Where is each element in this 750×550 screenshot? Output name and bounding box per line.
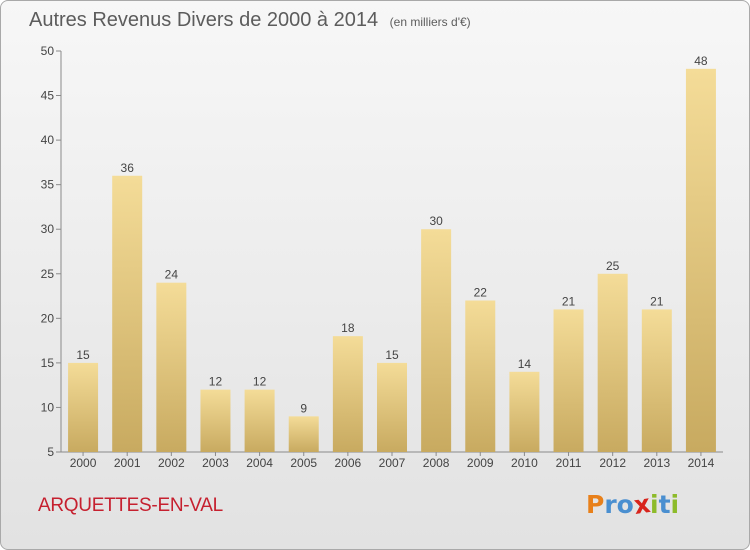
x-tick-label: 2007 [379, 456, 406, 470]
y-tick-label: 45 [41, 89, 55, 103]
x-tick-label: 2009 [467, 456, 494, 470]
y-tick-label: 20 [41, 311, 55, 325]
y-tick-label: 25 [41, 267, 55, 281]
bar-value-label: 9 [300, 401, 307, 415]
bar [377, 362, 407, 452]
logo-letter: i [650, 490, 659, 519]
x-tick-label: 2001 [114, 456, 141, 470]
bar-value-label: 21 [562, 294, 576, 308]
x-tick-label: 2008 [423, 456, 450, 470]
chart-title-text: Autres Revenus Divers de 2000 à 2014 [29, 9, 379, 31]
bar-value-label: 15 [385, 348, 399, 362]
y-tick-label: 50 [41, 44, 55, 58]
bar-value-label: 22 [474, 286, 488, 300]
y-tick-label: 5 [47, 445, 54, 459]
x-tick-label: 2002 [158, 456, 185, 470]
bar-value-label: 12 [209, 375, 223, 389]
bar [68, 362, 99, 452]
bar-value-label: 48 [694, 54, 708, 68]
x-tick-label: 2004 [246, 456, 273, 470]
bar [288, 416, 319, 452]
y-tick-label: 30 [41, 222, 55, 236]
logo-letter: o [616, 490, 634, 519]
bar [597, 273, 628, 452]
chart-subtitle: (en milliers d'€) [389, 15, 471, 29]
bar-value-label: 30 [429, 214, 443, 228]
bar [465, 300, 496, 452]
bar-value-label: 21 [650, 294, 664, 308]
proxiti-logo[interactable]: Proxiti [586, 489, 680, 520]
commune-name: ARQUETTES-EN-VAL [38, 495, 223, 516]
logo-letter: i [670, 490, 680, 519]
y-tick-label: 35 [41, 178, 55, 192]
logo-letter: r [604, 490, 617, 519]
logo-letter: P [586, 490, 605, 519]
x-tick-label: 2010 [511, 456, 538, 470]
bar [553, 309, 584, 452]
y-tick-label: 15 [41, 356, 55, 370]
logo-letter: x [631, 489, 652, 520]
bar-value-label: 18 [341, 321, 355, 335]
bar-value-label: 14 [518, 357, 532, 371]
bars: 15 36 24 12 12 9 18 15 30 22 14 21 25 21 48 [68, 54, 716, 453]
bar-value-label: 36 [121, 161, 135, 175]
x-tick-label: 2011 [556, 456, 582, 470]
x-tick-label: 2012 [599, 456, 626, 470]
bar-value-label: 24 [165, 268, 179, 282]
x-tick-label: 2000 [70, 456, 97, 470]
bar [509, 371, 540, 452]
bar-value-label: 15 [76, 348, 90, 362]
x-tick-label: 2003 [202, 456, 229, 470]
bar [421, 229, 452, 452]
chart-title: Autres Revenus Divers de 2000 à 2014 (en… [29, 9, 471, 32]
bar [244, 389, 275, 452]
x-tick-label: 2013 [643, 456, 670, 470]
bar-value-label: 12 [253, 375, 267, 389]
bar [200, 389, 231, 452]
bar [112, 175, 143, 452]
x-tick-label: 2006 [335, 456, 362, 470]
bar-value-label: 25 [606, 259, 620, 273]
x-tick-label: 2014 [688, 456, 715, 470]
logo-letter: t [658, 490, 671, 519]
bar [156, 282, 187, 452]
x-tick-label: 2005 [290, 456, 317, 470]
y-tick-label: 40 [41, 133, 55, 147]
bar [332, 336, 363, 452]
bar [641, 309, 672, 452]
bar [685, 68, 716, 453]
y-tick-label: 10 [41, 400, 55, 414]
